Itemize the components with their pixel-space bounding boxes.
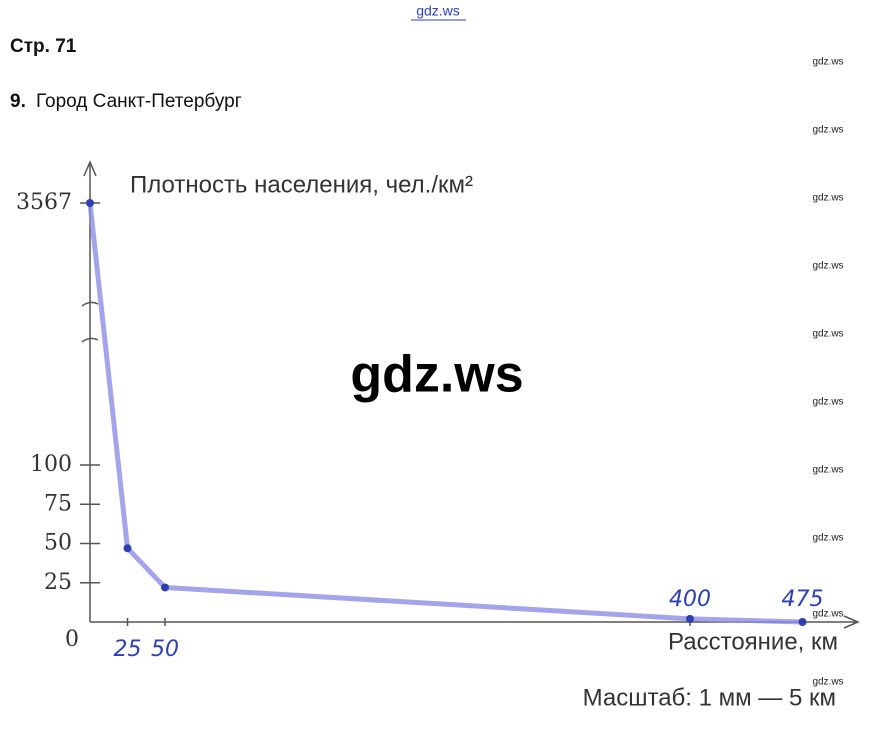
task-number: 9.: [10, 91, 26, 112]
x-axis-title: Расстояние, км: [668, 628, 838, 655]
y-tick-label: 100: [30, 452, 72, 477]
data-line: [87, 202, 803, 625]
task-title: Город Санкт-Петербург: [36, 91, 242, 112]
scale-note: Масштаб: 1 мм — 5 км: [583, 684, 836, 711]
watermark: gdz.ws: [812, 261, 843, 272]
watermark: gdz.ws: [812, 609, 843, 620]
data-point: [86, 199, 94, 207]
data-point: [123, 544, 132, 553]
y-tick-label: 25: [44, 570, 72, 595]
watermark: gdz.ws: [812, 677, 843, 688]
y-tick-label: 50: [44, 531, 72, 556]
x-tick-label: 475: [782, 587, 824, 612]
x-tick-label: 50: [151, 637, 179, 662]
watermark: gdz.ws: [812, 329, 843, 340]
watermark: gdz.ws: [812, 57, 843, 68]
y-tick-label: 75: [44, 491, 72, 516]
y-axis-title: Плотность населения, чел./км²: [130, 171, 473, 198]
data-point: [161, 583, 169, 592]
x-tick-label: 25: [114, 637, 142, 662]
y-tick-label: 0: [65, 627, 79, 652]
watermark: gdz.ws: [812, 533, 843, 544]
y-axis: [83, 160, 97, 622]
site-link[interactable]: gdz.ws: [416, 3, 460, 19]
watermark: gdz.ws: [812, 397, 843, 408]
data-point: [798, 618, 807, 626]
x-tick-label: 400: [669, 587, 711, 612]
axis-break: [81, 301, 99, 343]
watermark-big: gdz.ws: [350, 346, 523, 404]
page-number: Стр. 71: [10, 36, 77, 57]
watermark: gdz.ws: [812, 125, 843, 136]
data-point: [686, 614, 694, 623]
watermark: gdz.ws: [812, 465, 843, 476]
y-tick-label: 3567: [16, 190, 72, 215]
watermark: gdz.ws: [812, 193, 843, 204]
